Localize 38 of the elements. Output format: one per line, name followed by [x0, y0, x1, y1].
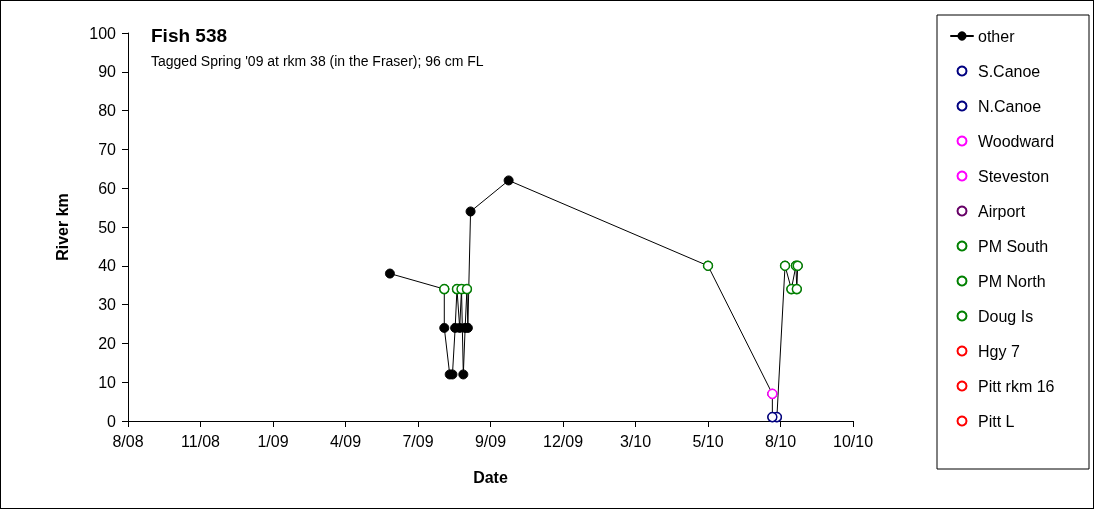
legend-label: Pitt rkm 16	[978, 377, 1055, 395]
legend-label: PM South	[978, 237, 1049, 255]
x-axis-title: Date	[473, 468, 508, 486]
x-tick-label: 12/09	[542, 432, 584, 450]
y-tick-label: 80	[98, 102, 117, 120]
x-tick-label: 1/09	[257, 432, 289, 450]
legend-label: S.Canoe	[978, 62, 1041, 80]
y-tick-label: 100	[89, 24, 117, 42]
x-tick-label: 5/10	[692, 432, 724, 450]
y-tick-label: 90	[98, 63, 117, 81]
legend-label: N.Canoe	[978, 97, 1042, 115]
x-tick-label: 8/10	[764, 432, 797, 450]
x-tick-label: 11/08	[181, 432, 221, 450]
legend-label: Doug Is	[978, 307, 1034, 325]
y-tick-label: 10	[98, 373, 117, 391]
legend-label: Hgy 7	[978, 342, 1020, 360]
x-tick-label: 10/10	[832, 432, 874, 450]
y-tick-label: 40	[98, 257, 117, 275]
x-tick-label: 9/09	[474, 432, 507, 450]
text: Tagged Spring '09 at rkm 38 (in the Fraser); 96 cm FL	[151, 53, 484, 69]
y-axis-title: River km	[53, 193, 71, 261]
x-tick-label: 3/10	[619, 432, 652, 450]
y-tick-label: 60	[98, 179, 117, 197]
x-tick-label: 4/09	[329, 432, 362, 450]
legend-label: Woodward	[978, 132, 1055, 150]
x-tick-label: 8/08	[112, 432, 144, 450]
chart-title: Fish 538	[151, 25, 228, 46]
y-tick-label: 50	[98, 218, 117, 236]
legend-label: Pitt L	[978, 412, 1015, 430]
legend-label: Airport	[978, 202, 1026, 220]
legend-label: Steveston	[978, 167, 1050, 185]
y-tick-label: 0	[107, 412, 117, 430]
x-tick-label: 7/09	[402, 432, 434, 450]
y-tick-label: 30	[98, 296, 117, 314]
y-tick-label: 70	[98, 140, 117, 158]
legend-label: PM North	[978, 272, 1046, 290]
y-tick-label: 20	[98, 334, 117, 352]
legend-label: other	[978, 27, 1016, 45]
